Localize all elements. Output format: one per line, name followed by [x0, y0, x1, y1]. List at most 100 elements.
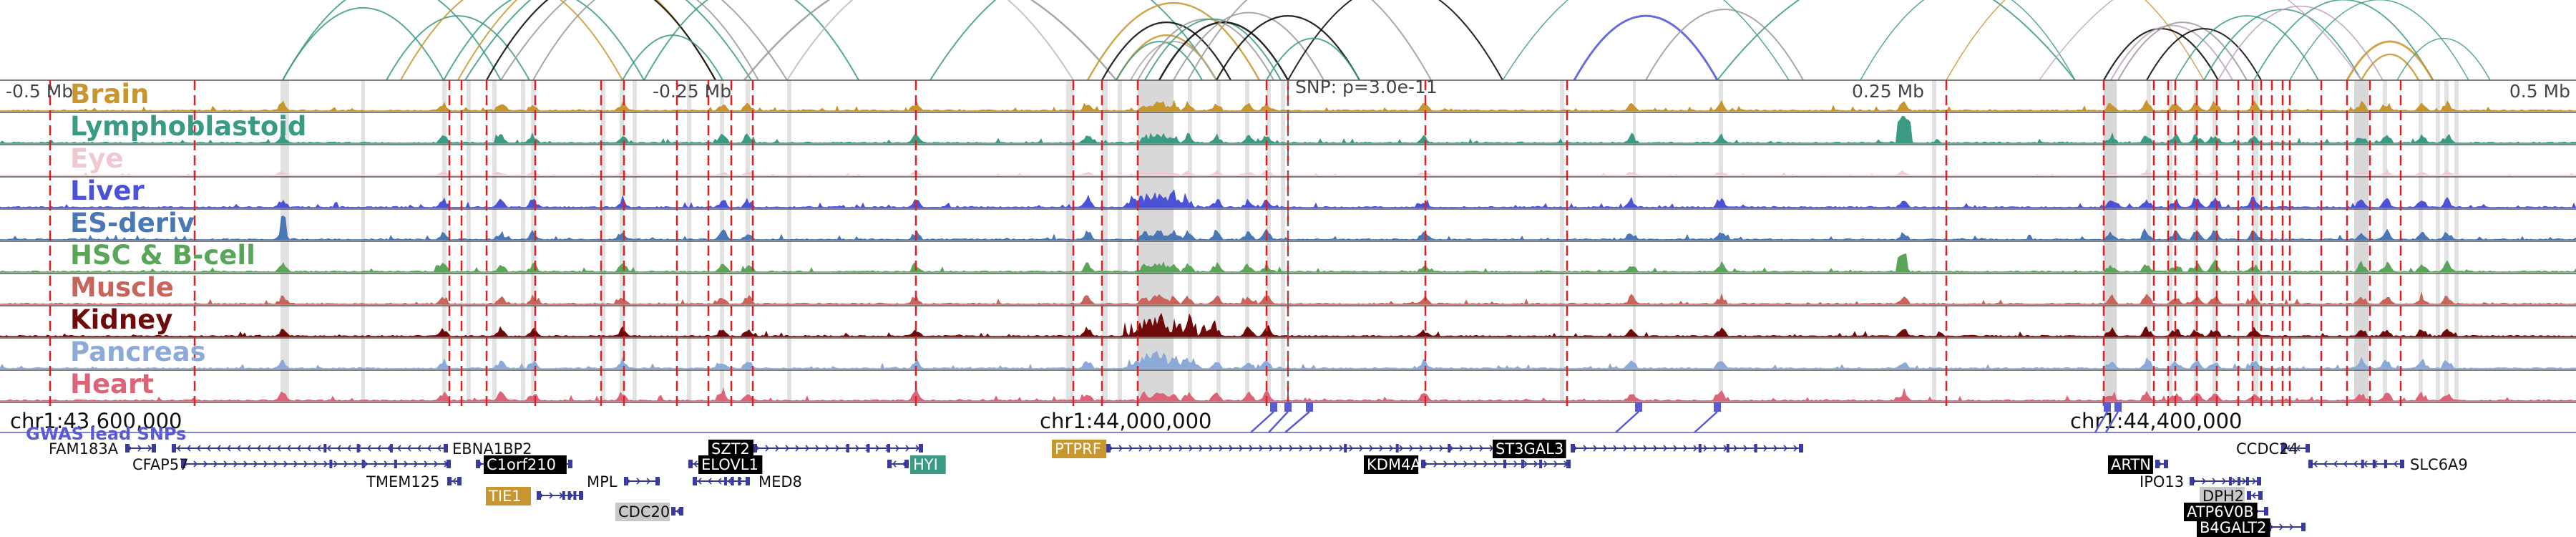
- strand-arrows: [452, 478, 457, 485]
- gene-hyi[interactable]: HYI: [887, 455, 946, 474]
- gene-ebna1bp2[interactable]: EBNA1BP2: [172, 440, 532, 458]
- gene-fam183a[interactable]: FAM183A: [49, 440, 156, 458]
- exon: [2306, 444, 2310, 453]
- gene-kdm4a[interactable]: KDM4A: [1364, 455, 1571, 474]
- variant-lines: [49, 80, 2402, 407]
- gene-label: CDC20: [618, 503, 670, 521]
- exon: [904, 460, 909, 468]
- exon: [394, 460, 397, 468]
- gene-tmem125[interactable]: TMEM125: [366, 473, 462, 490]
- gene-label-highlight: [1364, 455, 1419, 474]
- exon: [125, 444, 130, 453]
- loop-arc: [2346, 40, 2434, 81]
- exon: [1395, 444, 1399, 453]
- loop-arc: [643, 0, 859, 81]
- exon: [2264, 507, 2268, 516]
- exon: [1421, 460, 1425, 468]
- loop-arc: [2253, 0, 2434, 81]
- loop-arc: [786, 0, 1074, 81]
- snp-marker: [1635, 402, 1642, 412]
- gene-b4galt2[interactable]: B4GALT2: [2197, 518, 2306, 537]
- gwas-track-label: GWAS lead SNPs: [26, 424, 186, 444]
- gene-cdc20[interactable]: CDC20: [615, 503, 683, 521]
- exon: [2281, 444, 2285, 453]
- scale-label-left: -0.5 Mb: [6, 81, 73, 102]
- gene-label: EBNA1BP2: [452, 440, 532, 458]
- loop-arc: [1116, 41, 1203, 81]
- gene-elovl1[interactable]: ELOVL1: [688, 455, 763, 474]
- coordinate-label: chr1:44,000,000: [1040, 409, 1212, 433]
- gene-label: MPL: [587, 473, 618, 490]
- loop-arc: [1573, 14, 1719, 81]
- exon: [624, 477, 628, 485]
- exon: [1571, 444, 1575, 453]
- gene-ptprf[interactable]: PTPRF: [1052, 440, 1538, 458]
- exon: [2308, 460, 2313, 468]
- gene-szt2[interactable]: SZT2: [708, 440, 923, 458]
- loop-arc: [1173, 11, 1324, 81]
- gene-label: MED8: [758, 473, 802, 490]
- exon: [724, 477, 727, 485]
- gene-mpl[interactable]: MPL: [587, 473, 660, 490]
- gene-st3gal3[interactable]: ST3GAL3: [1493, 440, 1803, 458]
- exon: [356, 444, 360, 453]
- gene-cfap57[interactable]: CFAP57: [132, 456, 451, 473]
- exon: [1448, 444, 1451, 453]
- signal-area: [0, 387, 2576, 401]
- exon: [2164, 460, 2168, 468]
- loop-arc: [743, 0, 1117, 81]
- exon: [2238, 477, 2240, 485]
- exon: [887, 460, 892, 468]
- gene-artn[interactable]: ARTN: [2108, 455, 2168, 474]
- gene-ipo13[interactable]: IPO13: [2140, 473, 2261, 490]
- gene-label-highlight: [484, 455, 567, 474]
- exon: [2257, 477, 2261, 485]
- strand-arrows: [675, 508, 680, 515]
- exon: [568, 460, 572, 468]
- exon: [323, 444, 327, 453]
- snp-marker: [2104, 402, 2111, 412]
- exon: [2258, 491, 2263, 500]
- strand-arrows: [183, 460, 449, 468]
- gene-label: ST3GAL3: [1496, 440, 1563, 458]
- exon: [2246, 477, 2249, 485]
- gene-label-highlight: [2200, 487, 2245, 505]
- gene-c1orf210[interactable]: C1orf210: [476, 455, 572, 474]
- exon: [573, 491, 577, 500]
- exon: [444, 444, 448, 453]
- exon: [1799, 444, 1803, 453]
- exon: [919, 444, 923, 453]
- snp-connector: [2094, 411, 2109, 433]
- loop-arc: [1101, 21, 1231, 81]
- exon: [1539, 460, 1543, 468]
- loop-arc: [1946, 0, 2205, 81]
- snp-connector: [1268, 411, 1289, 433]
- strand-arrows: [2251, 492, 2256, 499]
- snp-connector: [2104, 411, 2119, 433]
- gene-label-highlight: [615, 503, 670, 521]
- gene-label-highlight: [708, 440, 753, 458]
- gene-med8[interactable]: MED8: [693, 473, 802, 490]
- gene-label: C1orf210: [487, 456, 556, 473]
- gene-dph2[interactable]: DPH2: [2200, 487, 2263, 505]
- gene-ccdc24[interactable]: CCDC24: [2236, 440, 2310, 458]
- snp-marker: [1306, 402, 1313, 412]
- gene-atp6v0b[interactable]: ATP6V0B: [2184, 503, 2268, 521]
- exon: [2301, 523, 2306, 531]
- loop-arc: [1502, 0, 1790, 81]
- gene-slc6a9[interactable]: SLC6A9: [2308, 456, 2468, 473]
- gene-tie1[interactable]: TIE1: [486, 487, 583, 505]
- gene-label-highlight: [1052, 440, 1107, 458]
- exon: [457, 477, 462, 485]
- loop-arc: [2396, 38, 2491, 81]
- strand-arrows: [2285, 445, 2301, 452]
- loop-arc: [2117, 21, 2248, 81]
- exon: [537, 491, 541, 500]
- gene-label: FAM183A: [49, 440, 119, 458]
- loop-arc: [1645, 9, 1804, 81]
- snp-connector: [1615, 411, 1639, 433]
- loop-arc: [930, 0, 1217, 81]
- loop-arc: [486, 0, 716, 81]
- track-label-es-deriv: ES-deriv: [70, 208, 195, 238]
